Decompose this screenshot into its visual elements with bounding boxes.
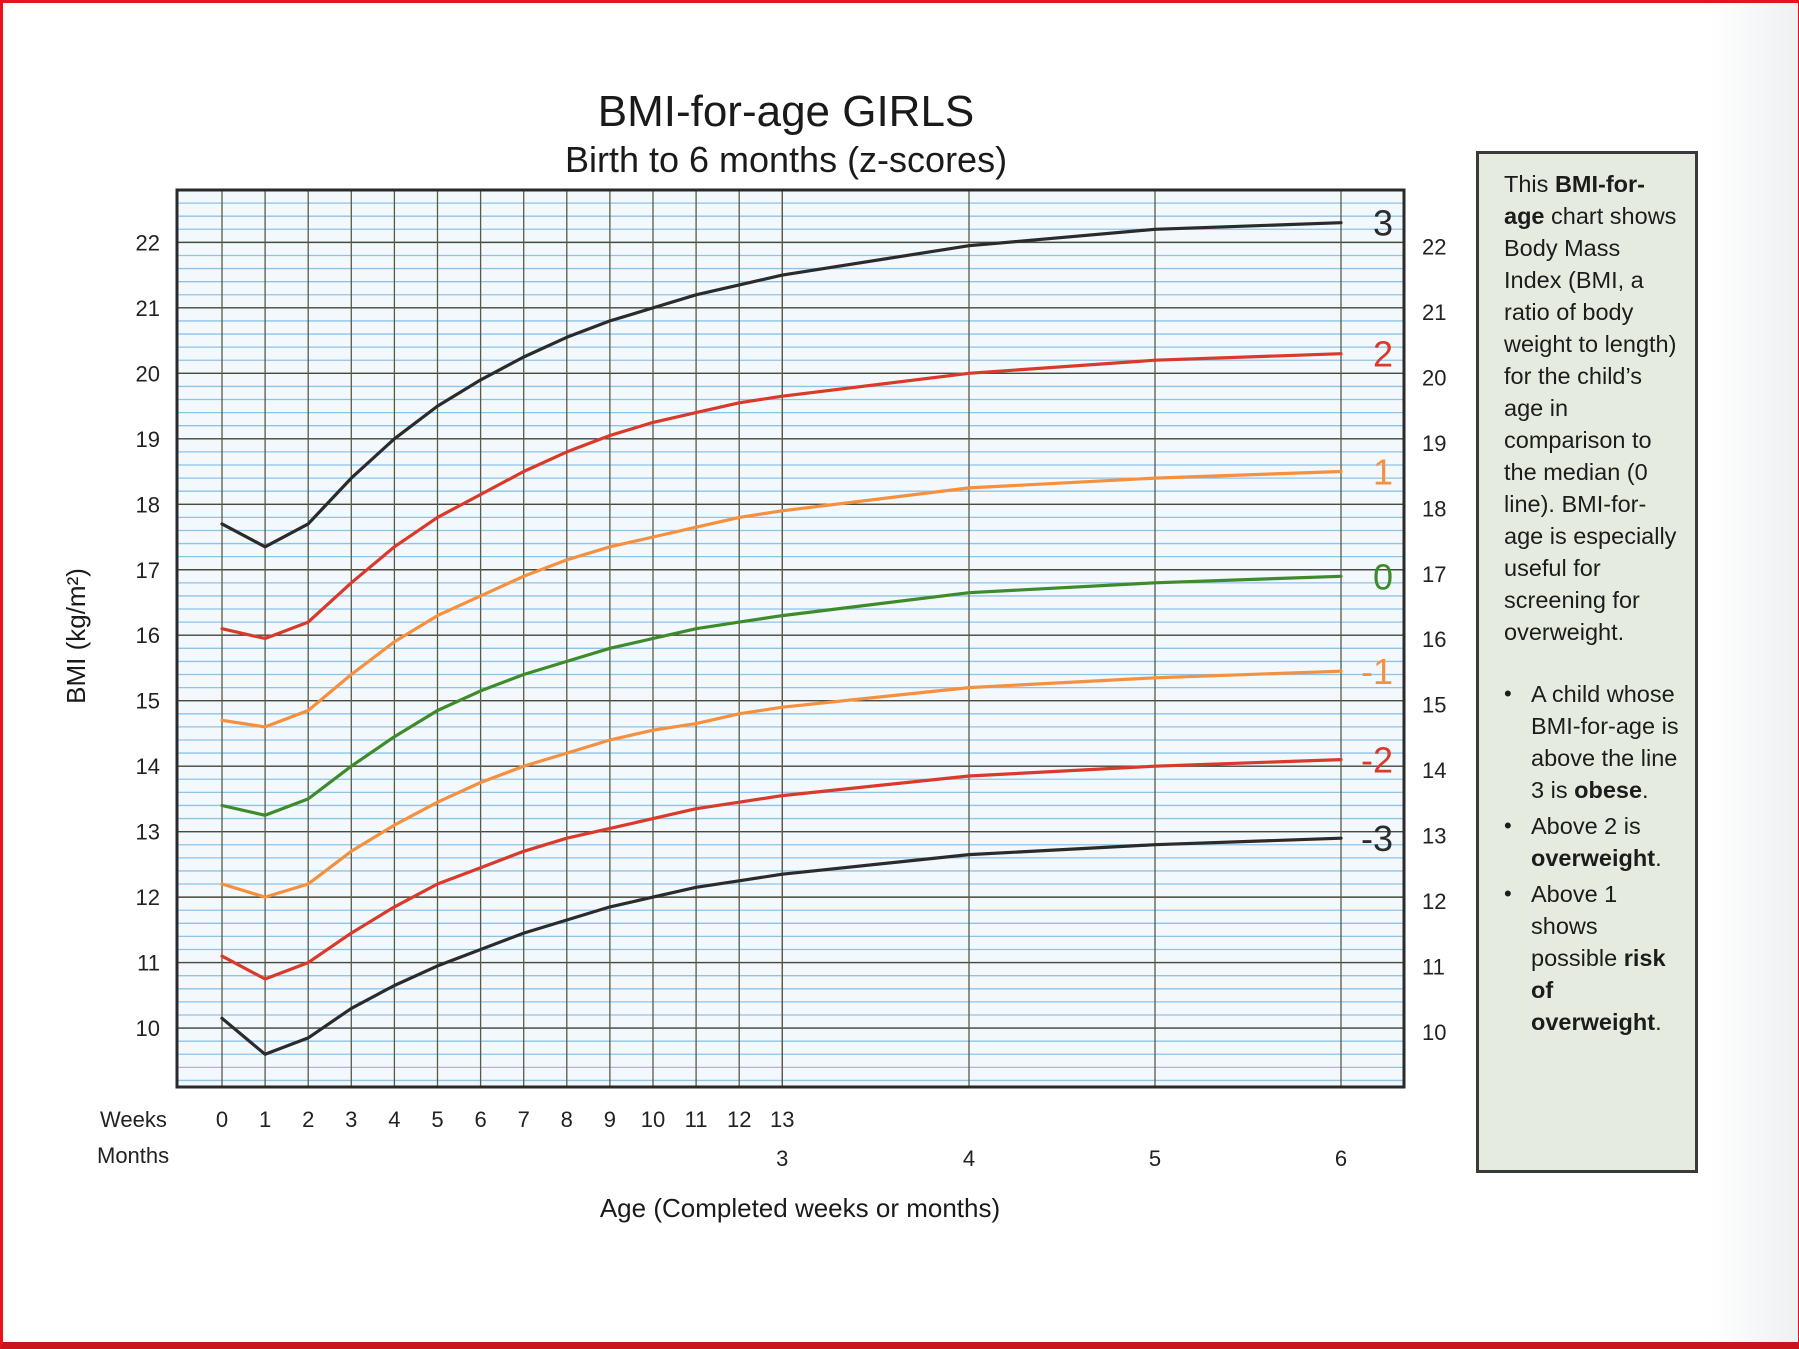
week-tick-label: 8 [561,1107,573,1132]
zscore-line--1 [220,669,1343,899]
week-tick-label: 11 [685,1107,708,1132]
y-tick-label-right: 20 [1422,365,1446,390]
info-item-text: A child whose BMI-for-age is above the l… [1531,681,1679,803]
week-tick-label: 0 [216,1107,228,1132]
info-list-item: Above 1 shows possible risk of overweigh… [1504,878,1683,1038]
week-tick-label: 7 [518,1107,530,1132]
week-tick-label: 4 [388,1107,400,1132]
info-item-bold: risk of overweight [1531,945,1666,1035]
zscore-line-3 [220,221,1343,549]
info-list-item: A child whose BMI-for-age is above the l… [1504,678,1683,806]
week-tick-label: 1 [259,1107,271,1132]
y-tick-label-right: 16 [1422,627,1446,652]
y-tick-label-left: 15 [136,689,160,714]
y-tick-label-right: 14 [1422,758,1446,783]
y-tick-label-right: 11 [1422,955,1445,980]
y-tick-label-right: 15 [1422,693,1446,718]
y-tick-label-right: 12 [1422,889,1446,914]
week-tick-label: 9 [604,1107,616,1132]
info-item-bold: overweight [1531,845,1656,871]
y-axis-title: BMI (kg/m²) [61,568,91,704]
month-tick-label: 3 [776,1146,788,1171]
info-text-bold: BMI-for-age [1504,171,1645,229]
y-tick-label-left: 18 [136,492,160,517]
chart-title: BMI-for-age GIRLS [598,87,975,136]
weeks-row-label: Weeks [100,1107,167,1132]
y-tick-label-left: 14 [136,754,160,779]
y-tick-label-right: 19 [1422,431,1446,456]
week-tick-label: 5 [431,1107,443,1132]
chart-series-lines [220,221,1343,1056]
zscore-label--1: -1 [1361,651,1393,692]
x-axis-title: Age (Completed weeks or months) [600,1193,1000,1223]
info-item-text: Above 1 shows possible [1531,881,1624,971]
chart-grid [175,188,1406,1089]
y-tick-label-right: 21 [1422,300,1446,325]
info-text: chart shows Body Mass Index (BMI, a rati… [1504,203,1677,645]
info-paragraph: This BMI-for-age chart shows Body Mass I… [1504,168,1683,648]
month-tick-label: 4 [963,1146,975,1171]
month-tick-label: 5 [1149,1146,1161,1171]
zscore-label-0: 0 [1373,556,1393,597]
y-tick-label-left: 11 [137,951,160,976]
month-tick-label: 6 [1335,1146,1347,1171]
info-item-bold: obese [1574,777,1643,803]
plot-background [177,190,1404,1087]
week-tick-label: 2 [302,1107,314,1132]
week-tick-label: 12 [727,1107,751,1132]
y-tick-label-left: 16 [136,623,160,648]
y-tick-label-left: 21 [136,296,160,321]
info-text: This [1504,171,1555,197]
zscore-line-0 [220,574,1343,817]
week-tick-label: 10 [641,1107,665,1132]
chart-subtitle: Birth to 6 months (z-scores) [565,139,1007,180]
y-tick-label-left: 19 [136,427,160,452]
y-tick-label-right: 13 [1422,824,1446,849]
zscore-line--2 [220,757,1343,981]
y-tick-label-left: 10 [136,1016,160,1041]
y-tick-label-left: 12 [136,885,160,910]
zscore-line-1 [220,469,1343,729]
info-item-end: . [1655,1009,1662,1035]
zscore-label-3: 3 [1373,203,1393,244]
zscore-line--3 [220,836,1343,1056]
y-tick-label-left: 22 [136,230,160,255]
y-tick-label-left: 13 [136,820,160,845]
zscore-label--2: -2 [1361,740,1393,781]
y-tick-label-left: 20 [136,361,160,386]
info-list: A child whose BMI-for-age is above the l… [1504,678,1683,1038]
zscore-label--3: -3 [1361,818,1393,859]
info-item-end: . [1655,845,1662,871]
zscore-label-1: 1 [1373,452,1393,493]
y-tick-label-left: 17 [136,558,160,583]
info-box: This BMI-for-age chart shows Body Mass I… [1476,151,1698,1173]
week-tick-label: 13 [770,1107,794,1132]
info-item-end: . [1642,777,1649,803]
zscore-line-2 [220,352,1343,641]
zscore-label-2: 2 [1373,334,1393,375]
y-tick-label-right: 22 [1422,234,1446,259]
y-tick-label-right: 17 [1422,562,1446,587]
info-item-text: Above 2 is [1531,813,1641,839]
week-tick-label: 6 [474,1107,486,1132]
info-list-item: Above 2 is overweight. [1504,810,1683,874]
y-tick-label-right: 18 [1422,496,1446,521]
y-tick-label-right: 10 [1422,1020,1446,1045]
months-row-label: Months [97,1143,169,1168]
plot-border [175,188,1406,1089]
week-tick-label: 3 [345,1107,357,1132]
